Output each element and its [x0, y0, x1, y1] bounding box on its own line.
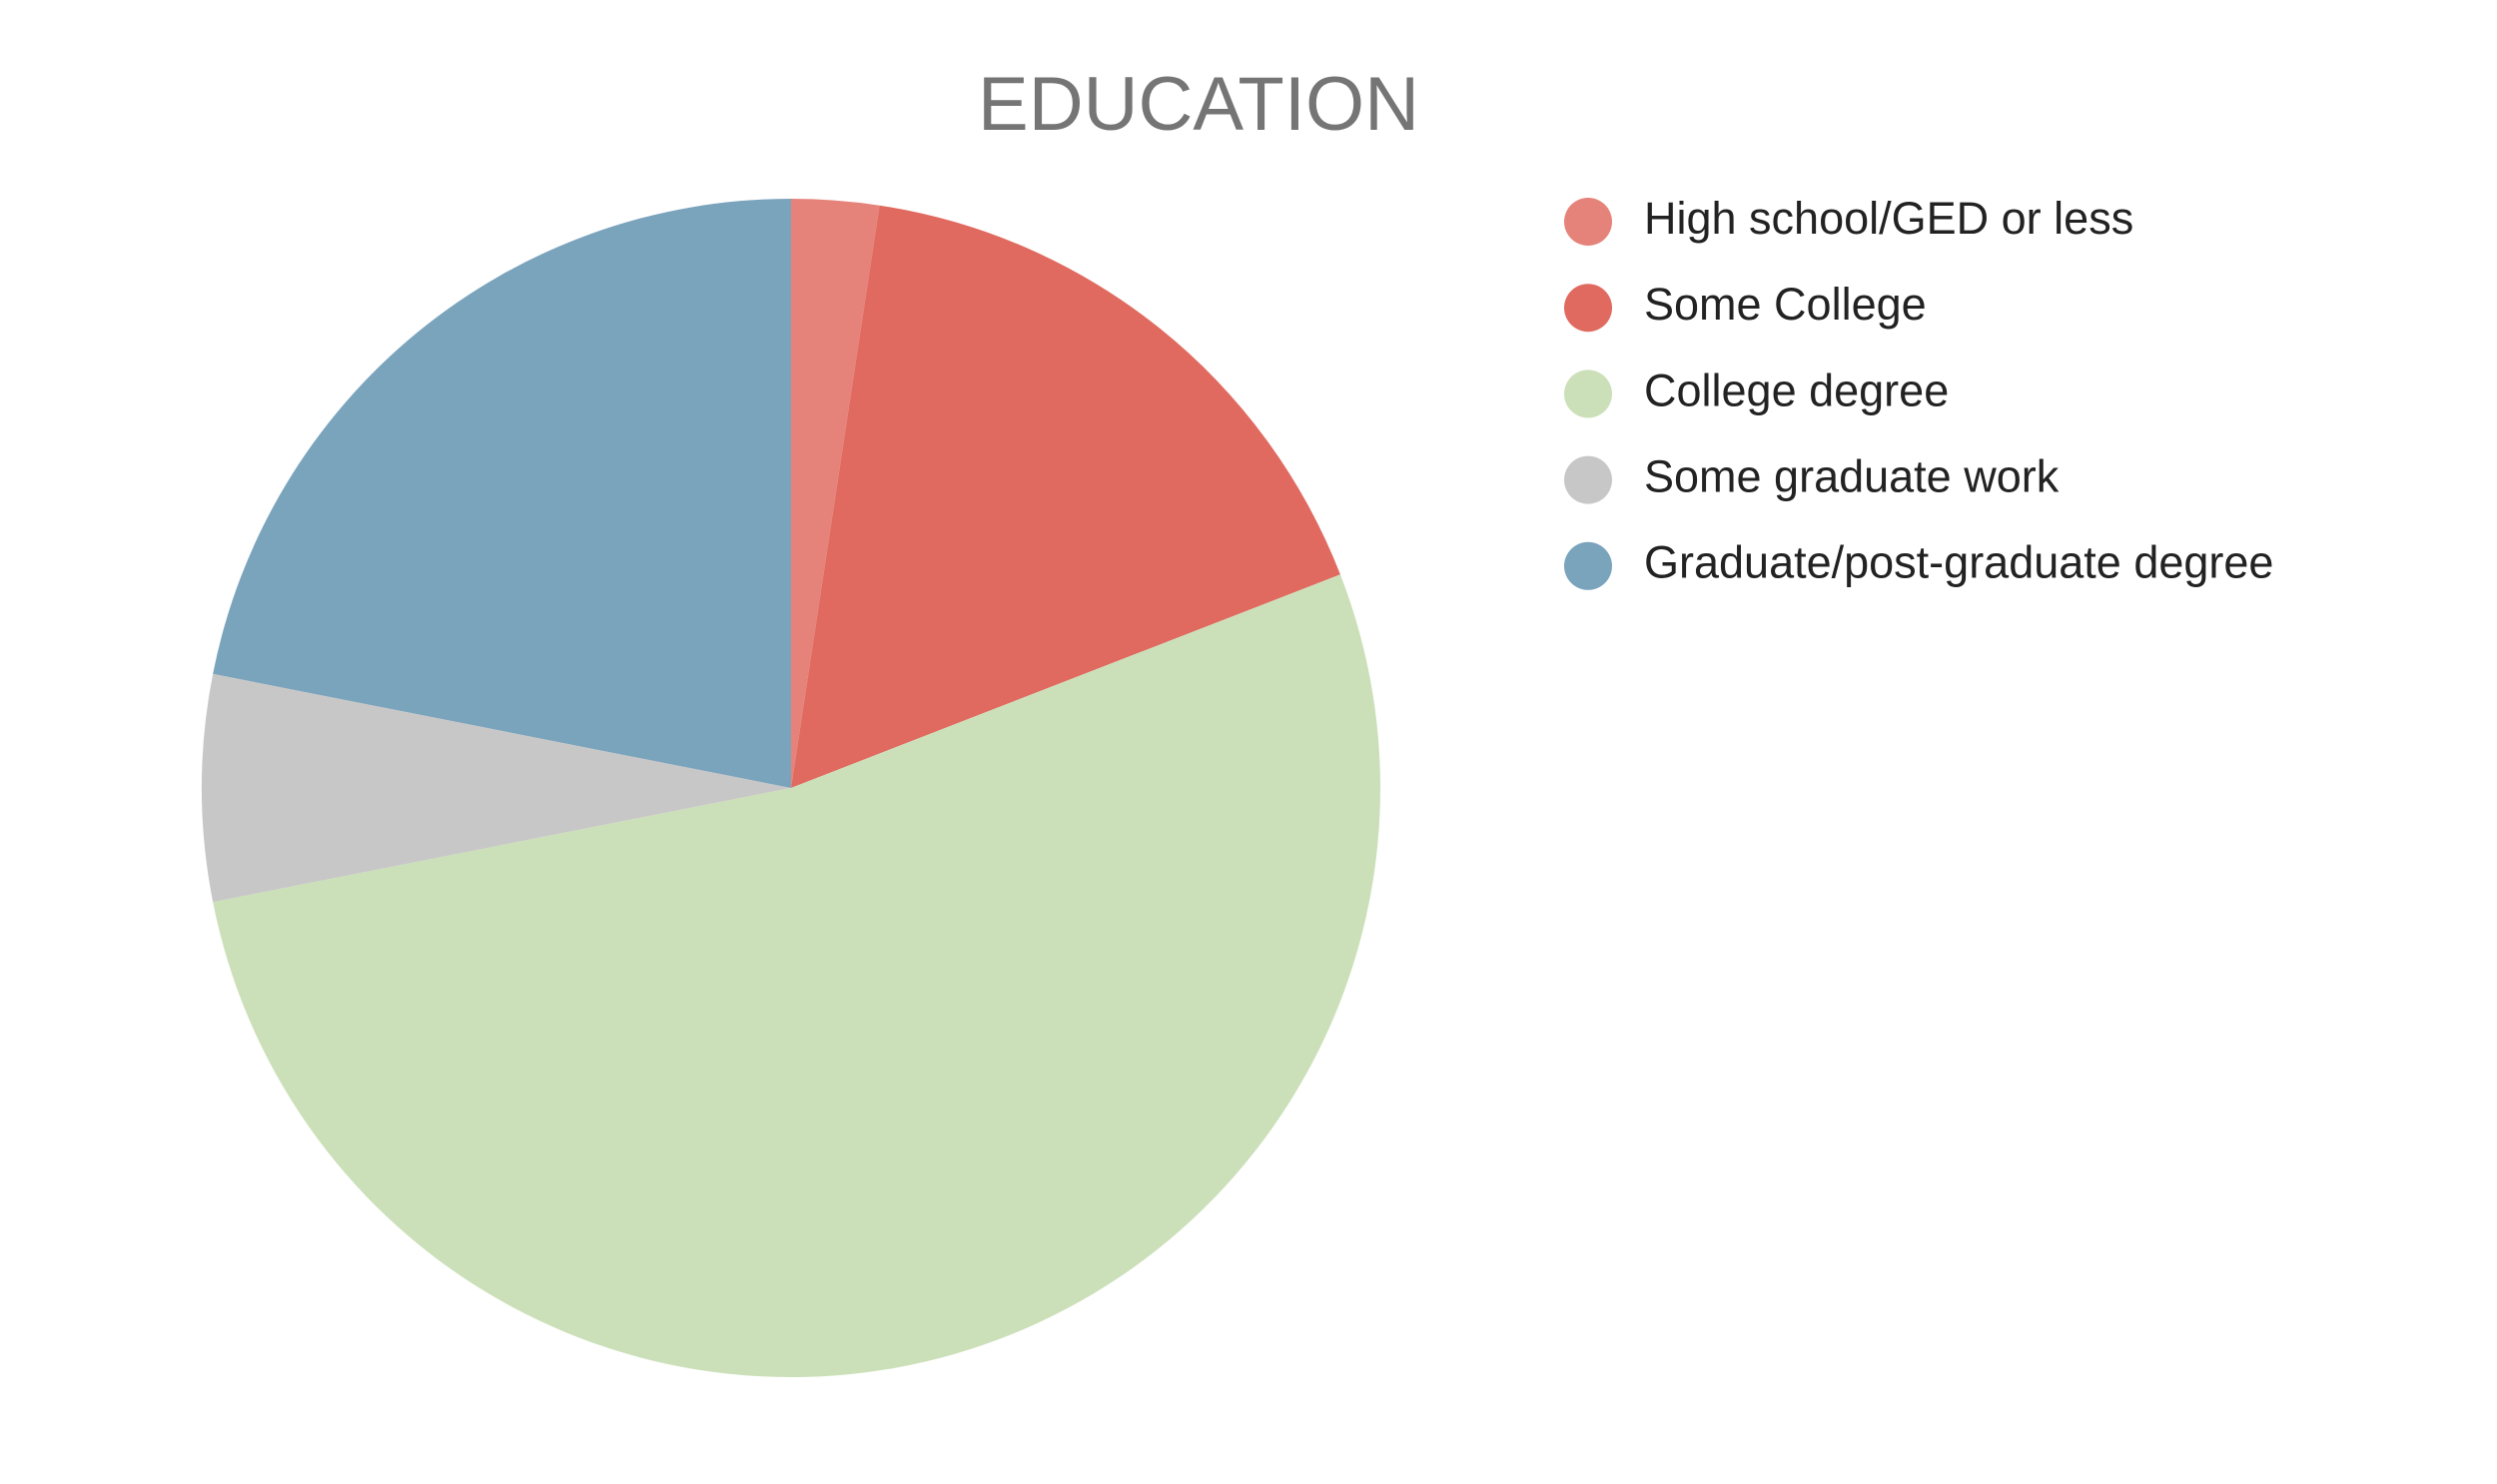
legend-label: Some College [1644, 279, 1927, 330]
pie-slice [213, 574, 1380, 1377]
legend-swatch [1564, 370, 1612, 418]
pie-slice [201, 673, 791, 903]
legend-swatch [1564, 198, 1612, 246]
pie-slice [791, 199, 880, 788]
legend-swatch [1564, 284, 1612, 333]
pie-slice [213, 199, 791, 788]
chart-title: EDUCATION [978, 62, 1419, 147]
legend-label: High school/GED or less [1644, 193, 2133, 244]
legend-swatch [1564, 541, 1612, 590]
legend-label: Graduate/post-graduate degree [1644, 537, 2273, 588]
legend-swatch [1564, 455, 1612, 504]
legend-label: College degree [1644, 365, 1949, 415]
pie-slice [791, 205, 1340, 789]
legend-label: Some graduate work [1644, 450, 2060, 501]
